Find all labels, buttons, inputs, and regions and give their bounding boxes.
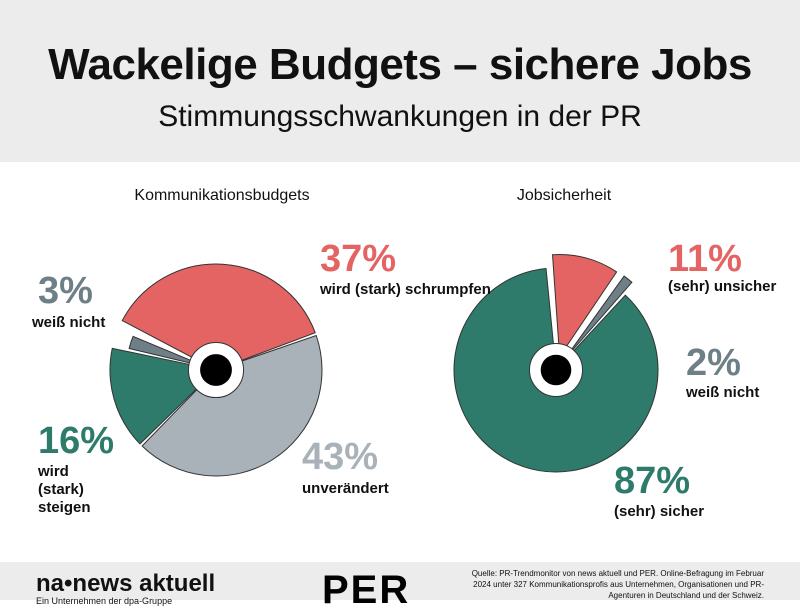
pie-slice xyxy=(141,334,323,477)
pct-steigen: 16% xyxy=(38,420,115,462)
pct-weiss-nicht-2: 2% xyxy=(686,342,741,384)
pie-charts xyxy=(109,253,659,477)
pct-sicher: 87% xyxy=(614,460,691,502)
footer: na•news aktuell Ein Unternehmen der dpa-… xyxy=(0,562,800,612)
pie-slice xyxy=(121,263,316,371)
label-unsicher: (sehr) unsicher xyxy=(668,278,777,295)
pct-schrumpfen: 37% xyxy=(320,238,397,280)
chart-title-budgets: Kommunikationsbudgets xyxy=(134,187,310,204)
page-subtitle: Stimmungsschwankungen in der PR xyxy=(158,100,642,133)
label-weiss-nicht-1: weiß nicht xyxy=(32,314,106,331)
news-aktuell-logo: na•news aktuell xyxy=(36,570,216,597)
source-note: Quelle: PR-Trendmonitor von news aktuell… xyxy=(471,569,764,600)
pie-center-dot xyxy=(200,354,232,386)
label-schrumpfen: wird (stark) schrumpfen xyxy=(320,281,491,298)
label-steigen: wird (stark) steigen xyxy=(38,463,91,516)
pie-slice xyxy=(128,335,207,368)
chart-title-jobs: Jobsicherheit xyxy=(516,187,612,204)
pie-center-dot xyxy=(540,354,572,386)
pct-unveraendert: 43% xyxy=(302,436,379,478)
tagline: Ein Unternehmen der dpa-Gruppe xyxy=(36,596,173,606)
pct-weiss-nicht-1: 3% xyxy=(38,270,93,312)
pie-slice xyxy=(551,253,618,358)
pct-unsicher: 11% xyxy=(668,238,742,280)
page-title: Wackelige Budgets – sichere Jobs xyxy=(48,40,752,89)
label-unveraendert: unverändert xyxy=(302,480,389,497)
label-weiss-nicht-2: weiß nicht xyxy=(686,384,760,401)
header: Wackelige Budgets – sichere Jobs Stimmun… xyxy=(0,0,800,162)
pie-slice xyxy=(564,275,633,360)
per-logo: PER xyxy=(322,568,411,612)
label-sicher: (sehr) sicher xyxy=(614,503,705,520)
